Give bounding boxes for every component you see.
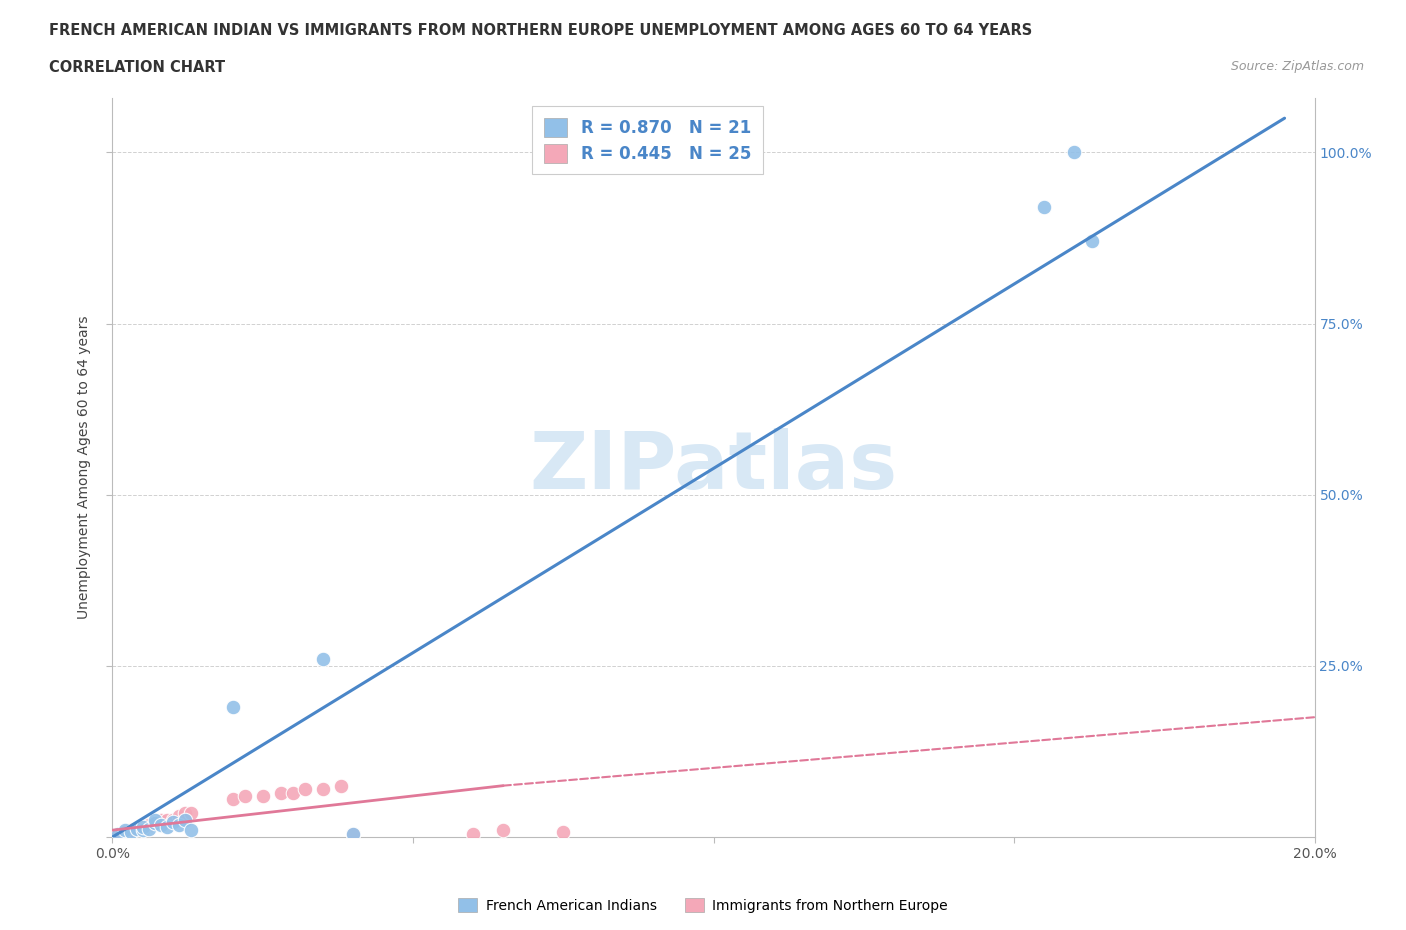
Point — [180, 823, 202, 838]
Point — [252, 789, 274, 804]
Point — [553, 824, 575, 839]
Text: ZIPatlas: ZIPatlas — [530, 429, 897, 506]
Point — [329, 778, 352, 793]
Point — [155, 813, 177, 828]
Point — [162, 815, 184, 830]
Point — [167, 817, 190, 832]
Point — [342, 826, 364, 841]
Point — [131, 819, 153, 834]
Point — [222, 699, 245, 714]
Point — [312, 781, 335, 796]
Point — [143, 816, 166, 830]
Point — [312, 652, 335, 667]
Point — [125, 821, 148, 836]
Point — [120, 823, 142, 838]
Point — [131, 819, 153, 834]
Point — [173, 805, 195, 820]
Point — [461, 826, 484, 841]
Legend: R = 0.870   N = 21, R = 0.445   N = 25: R = 0.870 N = 21, R = 0.445 N = 25 — [533, 106, 762, 175]
Point — [492, 823, 515, 838]
Point — [222, 792, 245, 807]
Point — [180, 805, 202, 820]
Point — [1063, 145, 1085, 160]
Text: CORRELATION CHART: CORRELATION CHART — [49, 60, 225, 75]
Point — [125, 821, 148, 836]
Y-axis label: Unemployment Among Ages 60 to 64 years: Unemployment Among Ages 60 to 64 years — [77, 315, 91, 619]
Legend: French American Indians, Immigrants from Northern Europe: French American Indians, Immigrants from… — [453, 893, 953, 919]
Point — [138, 817, 160, 832]
Point — [167, 809, 190, 824]
Point — [149, 817, 172, 832]
Point — [131, 823, 153, 838]
Point — [107, 826, 129, 841]
Point — [138, 821, 160, 836]
Point — [114, 823, 136, 838]
Point — [143, 816, 166, 830]
Point — [143, 813, 166, 828]
Point — [120, 824, 142, 839]
Point — [1081, 234, 1104, 249]
Point — [155, 819, 177, 834]
Text: Source: ZipAtlas.com: Source: ZipAtlas.com — [1230, 60, 1364, 73]
Point — [294, 781, 316, 796]
Point — [1033, 200, 1056, 215]
Point — [149, 813, 172, 828]
Point — [281, 785, 304, 800]
Point — [233, 789, 256, 804]
Point — [342, 826, 364, 841]
Point — [114, 824, 136, 839]
Point — [107, 826, 129, 841]
Point — [173, 813, 195, 828]
Point — [270, 785, 292, 800]
Point — [162, 813, 184, 828]
Text: FRENCH AMERICAN INDIAN VS IMMIGRANTS FROM NORTHERN EUROPE UNEMPLOYMENT AMONG AGE: FRENCH AMERICAN INDIAN VS IMMIGRANTS FRO… — [49, 23, 1032, 38]
